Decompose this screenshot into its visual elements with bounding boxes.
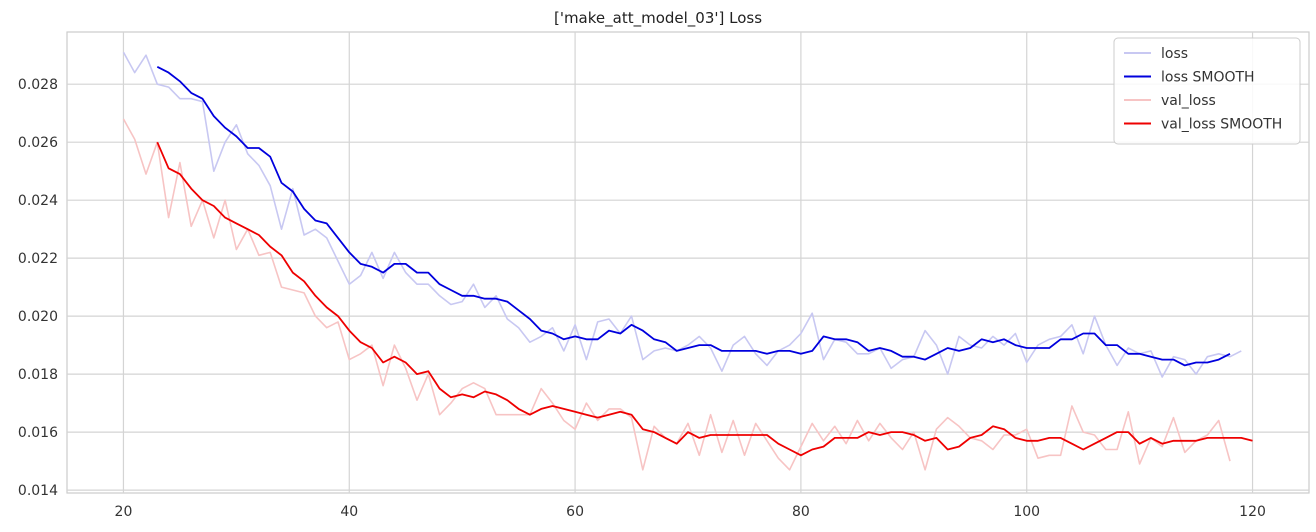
y-axis-tick-labels: 0.014 0.016 0.018 0.020 0.022 0.024 0.026 0.028: [18, 77, 58, 499]
y-tick-label: 0.018: [18, 367, 58, 383]
series-line-loss: [122, 51, 1242, 378]
x-tick-label: 80: [792, 504, 810, 520]
x-tick-label: 40: [340, 504, 358, 520]
y-tick-label: 0.020: [18, 309, 58, 325]
legend-box: [1113, 37, 1301, 145]
x-axis-tick-labels: 20 40 60 80 100 120: [115, 504, 1266, 520]
legend-label: val_loss SMOOTH: [1161, 117, 1282, 133]
chart-title: ['make_att_model_03'] Loss: [554, 9, 762, 28]
x-tick-label: 120: [1239, 504, 1266, 520]
x-tick-label: 20: [115, 504, 133, 520]
x-tick-label: 100: [1013, 504, 1040, 520]
legend-label: val_loss: [1161, 93, 1216, 109]
y-tick-label: 0.028: [18, 77, 58, 93]
x-tick-label: 60: [566, 504, 584, 520]
y-tick-label: 0.022: [18, 251, 58, 267]
legend-label: loss SMOOTH: [1161, 70, 1255, 86]
legend-label: loss: [1161, 46, 1188, 62]
y-tick-label: 0.026: [18, 135, 58, 151]
y-tick-label: 0.014: [18, 483, 58, 499]
series-line-val-loss-smooth: [156, 141, 1253, 457]
series-line-loss-smooth: [156, 65, 1231, 367]
series-layer: [122, 51, 1253, 471]
y-tick-label: 0.024: [18, 193, 58, 209]
y-tick-label: 0.016: [18, 425, 58, 441]
legend: loss loss SMOOTH val_loss val_loss SMOOTH: [1113, 37, 1301, 145]
